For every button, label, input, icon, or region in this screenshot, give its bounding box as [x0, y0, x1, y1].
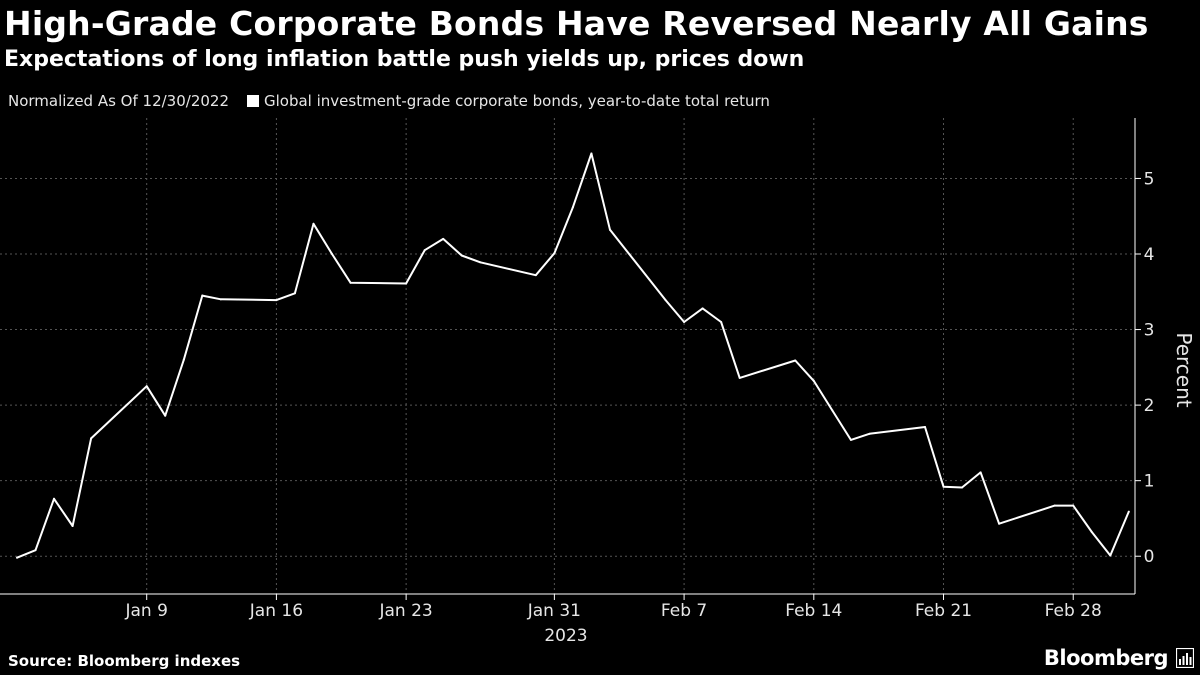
data-point	[812, 379, 815, 382]
legend-swatch	[247, 95, 259, 107]
x-tick-label: Jan 9	[124, 601, 167, 621]
data-point	[553, 252, 556, 255]
legend: Normalized As Of 12/30/2022 Global inves…	[8, 92, 770, 110]
bloomberg-terminal-icon	[1176, 648, 1194, 668]
chart-subtitle: Expectations of long inflation battle pu…	[4, 47, 805, 72]
x-tick-label: Jan 23	[379, 601, 433, 621]
x-tick-label: Feb 14	[785, 601, 842, 621]
x-tick-label: Feb 21	[915, 601, 972, 621]
data-point	[1109, 554, 1112, 557]
data-point	[275, 299, 278, 302]
data-point	[701, 307, 704, 310]
data-point	[831, 409, 834, 412]
y-tick-label: 5	[1144, 169, 1155, 189]
data-point	[53, 497, 56, 500]
y-tick-label: 2	[1144, 396, 1155, 416]
normalization-note: Normalized As Of 12/30/2022	[8, 92, 229, 110]
data-point	[849, 438, 852, 441]
chart-title: High-Grade Corporate Bonds Have Reversed…	[4, 4, 1149, 43]
y-tick-label: 4	[1144, 245, 1155, 265]
data-point	[683, 321, 686, 323]
data-point	[571, 206, 574, 209]
data-point	[90, 437, 93, 440]
data-point	[15, 556, 18, 559]
x-tick-label: Feb 7	[661, 601, 707, 621]
data-point	[979, 471, 982, 474]
data-point	[794, 359, 797, 362]
data-point	[479, 261, 482, 264]
axes	[0, 118, 1136, 595]
x-axis-ticks: Jan 9 Jan 16 Jan 23 Jan 31 Feb 7 Feb 14 Feb 21…	[124, 594, 1102, 621]
data-point	[182, 358, 185, 361]
data-point	[34, 549, 37, 552]
y-tick-label: 1	[1144, 472, 1155, 492]
data-point	[219, 298, 222, 301]
data-point	[664, 299, 667, 302]
data-point	[405, 282, 408, 285]
x-tick-label: Feb 28	[1045, 601, 1102, 621]
data-point	[331, 253, 334, 255]
data-point	[590, 152, 593, 155]
data-point	[720, 321, 723, 323]
data-point	[1072, 504, 1075, 507]
data-point	[145, 385, 148, 388]
data-point	[1090, 531, 1093, 534]
data-point	[534, 274, 537, 277]
series-line	[16, 152, 1130, 559]
data-point	[942, 485, 945, 488]
data-point	[460, 254, 463, 257]
data-point	[961, 486, 964, 489]
x-tick-label: Jan 31	[527, 601, 581, 621]
data-point	[164, 414, 167, 417]
source-note: Source: Bloomberg indexes	[8, 652, 241, 670]
data-point	[201, 294, 204, 297]
data-point	[1053, 504, 1056, 507]
x-axis-year-label: 2023	[544, 626, 587, 646]
data-point	[442, 237, 445, 240]
data-point	[923, 426, 926, 429]
y-tick-label: 3	[1144, 321, 1155, 341]
legend-series-label: Global investment-grade corporate bonds,…	[264, 92, 770, 110]
y-axis-label: Percent	[1172, 332, 1196, 407]
data-point	[71, 525, 74, 527]
y-tick-label: 0	[1144, 547, 1155, 567]
data-point	[738, 376, 741, 379]
bloomberg-logo: Bloomberg	[1043, 646, 1169, 670]
data-point	[312, 222, 315, 225]
data-point	[349, 281, 352, 284]
data-point	[423, 249, 426, 252]
y-axis-ticks: 0 1 2 3 4 5	[1135, 169, 1154, 567]
data-point	[1127, 510, 1130, 513]
grid-lines	[0, 118, 1135, 594]
data-point	[293, 292, 296, 295]
x-tick-label: Jan 16	[249, 601, 303, 621]
data-point	[998, 522, 1001, 525]
series-layer	[15, 152, 1130, 559]
data-point	[608, 228, 611, 231]
data-point	[868, 432, 871, 435]
